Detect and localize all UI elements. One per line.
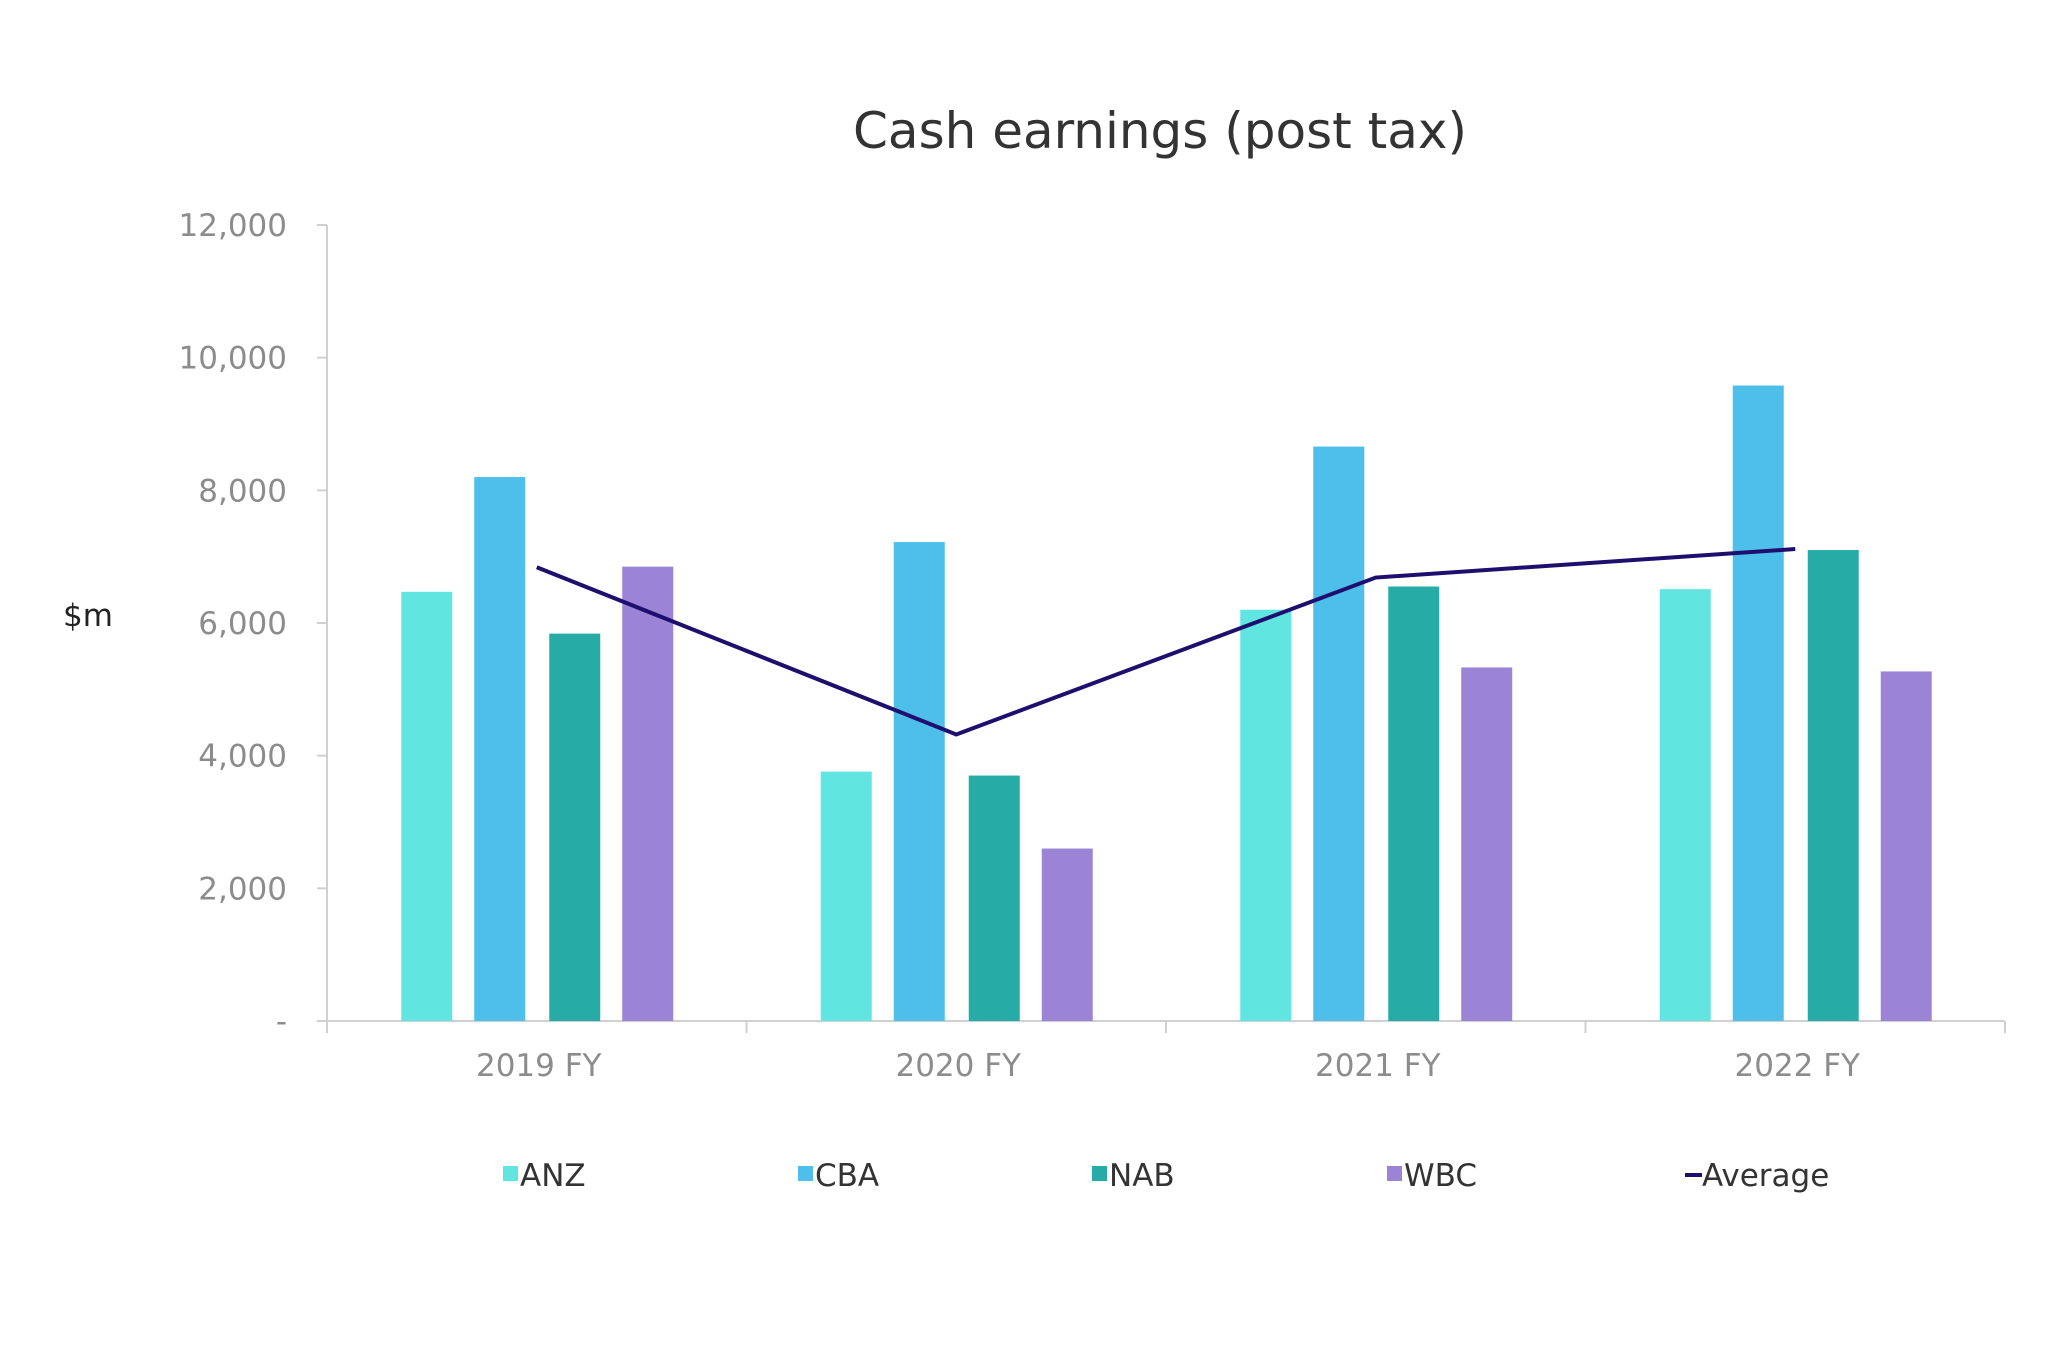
- bar-wbc: [1461, 667, 1513, 1021]
- bar-nab: [968, 775, 1020, 1021]
- y-tick-label: -: [276, 1004, 287, 1040]
- x-tick-label: 2021 FY: [1315, 1048, 1441, 1084]
- bar-cba: [1313, 446, 1365, 1021]
- bar-anz: [401, 591, 453, 1021]
- bar-anz: [1659, 589, 1711, 1021]
- legend-label: NAB: [1109, 1158, 1175, 1194]
- y-tick-label: 8,000: [198, 473, 287, 509]
- legend-label: WBC: [1404, 1158, 1477, 1194]
- legend-swatch: [503, 1166, 518, 1181]
- bar-cba: [474, 477, 526, 1022]
- line-average: [536, 547, 1796, 737]
- bar-anz: [820, 771, 872, 1021]
- bar-wbc: [1880, 671, 1932, 1021]
- legend-label: CBA: [815, 1158, 879, 1194]
- y-tick-label: 10,000: [179, 341, 287, 377]
- y-tick-label: 12,000: [179, 208, 287, 244]
- x-tick-label: 2022 FY: [1734, 1048, 1860, 1084]
- legend-swatch: [798, 1166, 813, 1181]
- chart-title: Cash earnings (post tax): [853, 102, 1467, 160]
- legend-swatch: [1387, 1166, 1402, 1181]
- bar-nab: [1807, 550, 1859, 1021]
- y-tick-label: 6,000: [198, 606, 287, 642]
- bar-cba: [1732, 385, 1784, 1021]
- legend-swatch: [1092, 1166, 1107, 1181]
- legend-item-wbc: WBC: [1387, 1158, 1477, 1194]
- legend-label: ANZ: [520, 1158, 586, 1194]
- legend-item-cba: CBA: [798, 1158, 879, 1194]
- bar-nab: [549, 633, 601, 1021]
- y-axis-label: $m: [63, 598, 113, 634]
- y-tick-label: 2,000: [198, 871, 287, 907]
- bar-wbc: [622, 566, 674, 1021]
- bar-cba: [893, 542, 945, 1021]
- x-tick-label: 2019 FY: [476, 1048, 602, 1084]
- x-tick-label: 2020 FY: [895, 1048, 1021, 1084]
- bar-wbc: [1041, 848, 1093, 1021]
- bar-anz: [1240, 609, 1292, 1021]
- y-tick-label: 4,000: [198, 739, 287, 775]
- legend-item-average: Average: [1685, 1158, 1829, 1194]
- legend-label: Average: [1702, 1158, 1829, 1194]
- bar-nab: [1388, 586, 1440, 1021]
- legend-item-anz: ANZ: [503, 1158, 586, 1194]
- legend-item-nab: NAB: [1092, 1158, 1175, 1194]
